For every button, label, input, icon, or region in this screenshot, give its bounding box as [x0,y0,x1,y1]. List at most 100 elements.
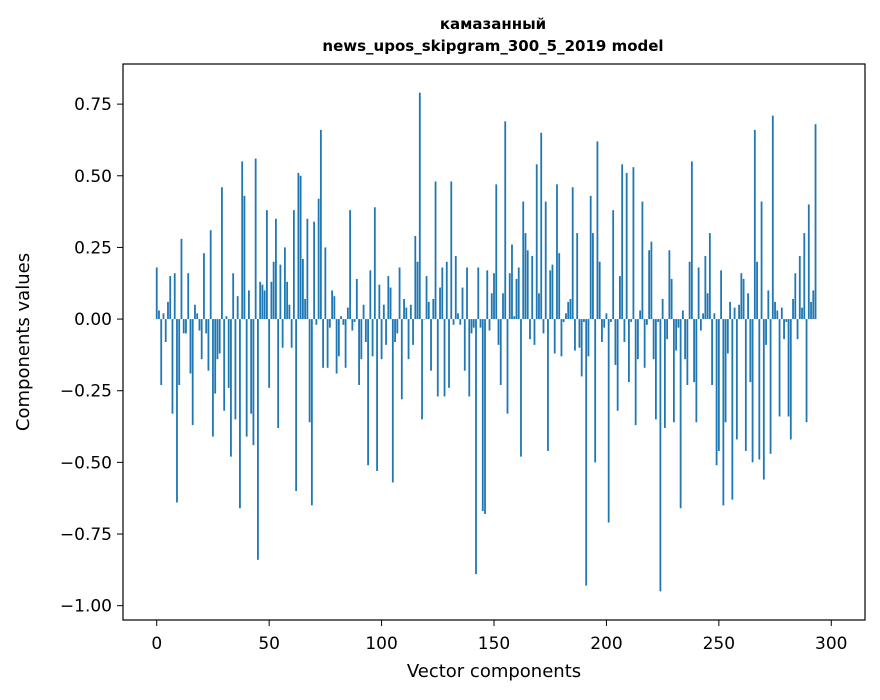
bar [271,282,273,319]
bar [812,290,814,319]
bar [736,319,738,439]
bar [219,319,221,353]
bar [507,319,509,414]
bar [419,93,421,319]
bar [704,256,706,319]
bar [702,313,704,319]
bar [738,305,740,319]
bar [203,253,205,319]
bar [783,319,785,339]
bar [576,233,578,319]
y-axis-label: Components values [13,253,34,431]
bar [621,164,623,319]
bar [387,276,389,319]
bar [405,308,407,319]
bar [534,319,536,345]
bar [446,262,448,319]
bar [677,319,679,328]
bar [273,262,275,319]
bar [457,313,459,319]
bar [756,262,758,319]
bar [648,250,650,319]
bar [349,210,351,319]
bar [522,202,524,320]
bar [529,319,531,339]
bar [502,293,504,319]
x-tick-label: 100 [365,634,397,654]
bar [709,233,711,319]
bar [163,313,165,319]
bar [394,319,396,342]
bar [228,319,230,388]
bar [277,319,279,428]
bar [390,288,392,320]
bar [369,270,371,319]
bar [333,296,335,319]
bar [693,319,695,382]
bar [351,319,353,330]
bar [212,319,214,437]
bar [630,319,632,322]
bar [414,236,416,319]
bar [612,210,614,319]
bar [473,319,475,328]
bar [477,267,479,319]
bar [781,308,783,319]
bar [695,319,697,422]
bar [158,310,160,319]
bar [486,270,488,319]
bar [572,187,574,319]
bar [187,273,189,319]
bar [192,319,194,425]
bar [385,319,387,345]
y-tick-label: −0.75 [60,525,112,545]
bar [172,319,174,414]
y-axis-ticks: −1.00−0.75−0.50−0.250.000.250.500.75 [60,95,123,617]
bar [743,279,745,319]
bar [540,133,542,319]
bar [597,141,599,319]
bar [309,319,311,422]
bar [806,319,808,422]
bar [666,319,668,339]
bar [279,265,281,319]
bar [610,319,612,322]
bar [664,319,666,428]
bar [417,262,419,319]
bar [430,319,432,371]
y-tick-label: 0.50 [74,167,112,187]
bar [257,319,259,560]
bar [320,130,322,319]
bar [450,182,452,320]
bar [484,319,486,514]
bar [169,276,171,319]
bar [248,290,250,319]
bar [412,319,414,345]
bar [232,273,234,319]
bar [765,319,767,345]
bar [372,319,374,356]
bar [642,202,644,320]
bar [196,313,198,319]
bar [455,256,457,319]
bar [311,319,313,505]
bar [428,302,430,319]
bar [776,310,778,319]
bar [720,270,722,319]
bar [799,256,801,319]
bar [716,319,718,465]
bar [300,176,302,319]
bar [246,319,248,437]
bar [358,319,360,385]
bar [556,184,558,319]
bar [176,319,178,502]
bar [655,319,657,419]
bar [205,319,207,333]
bar [426,276,428,319]
bar [239,319,241,508]
bar [392,319,394,482]
bar [441,267,443,319]
bar [785,319,787,322]
bar [360,319,362,359]
